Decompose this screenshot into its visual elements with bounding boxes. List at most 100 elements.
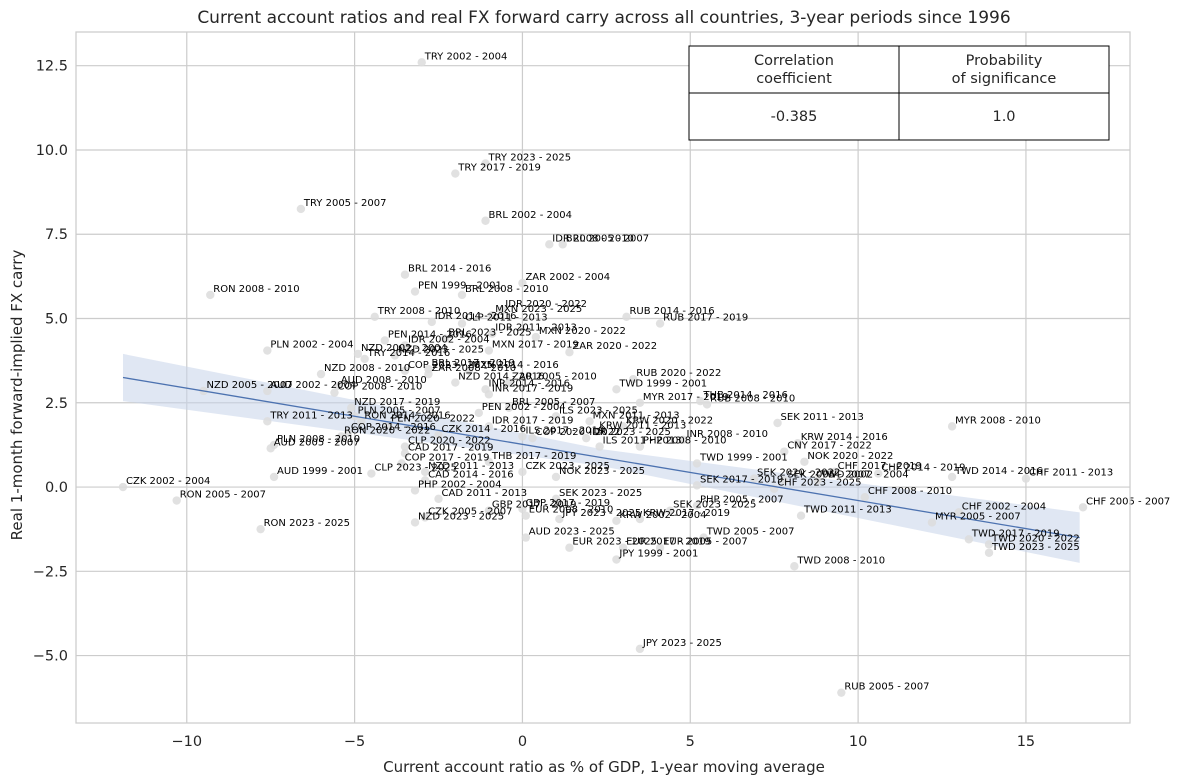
data-point — [790, 562, 799, 571]
data-point — [635, 398, 645, 407]
point-label: EUR 2017 - 2019 — [626, 537, 711, 548]
data-point — [256, 524, 265, 534]
plot-frame — [75, 31, 1131, 724]
data-point — [954, 508, 964, 517]
point-label: KRW 2002 - 2004 — [619, 510, 706, 521]
data-point — [692, 501, 702, 510]
point-label: MYR 2008 - 2010 — [955, 415, 1041, 426]
point-label: CHF 2017 - 2019 — [838, 461, 922, 472]
point-label: GBP 2017 - 2019 — [525, 498, 610, 509]
point-label: ZAR 2008 - 2010 — [431, 363, 516, 374]
data-point — [397, 459, 406, 468]
point-label: TWD 1999 - 2001 — [618, 378, 707, 389]
point-label: BRL 2023 - 2025 — [448, 328, 531, 339]
point-label: THB 2014 - 2016 — [702, 390, 788, 401]
point-label: MXN 2014 - 2016 — [472, 360, 559, 371]
x-tick-label: −5 — [344, 734, 365, 750]
point-label: NZD 2002 - 2004 — [361, 343, 447, 354]
data-point — [333, 381, 343, 391]
point-label: COP 2017 - 2019 — [405, 452, 490, 463]
table-value: -0.385 — [771, 109, 818, 125]
data-point — [400, 270, 410, 279]
point-label: TWD 2020 - 2022 — [991, 533, 1080, 544]
point-label: RUB 2020 - 2022 — [636, 368, 721, 379]
data-point — [360, 354, 369, 364]
data-point — [635, 514, 645, 524]
confidence-band — [122, 353, 1080, 563]
data-point — [498, 305, 507, 315]
point-label: CLP 2020 - 2022 — [408, 436, 491, 447]
tick-labels: −10 −5 0 5 10 15 −5.0 −2.5 0.0 2.5 5.0 7.5 10.0 12.5 — [33, 59, 1035, 750]
y-axis-label: Real 1-month forward-implied FX carry — [8, 250, 26, 541]
point-label: CHF 2002 - 2004 — [962, 501, 1046, 512]
chart-title: Current account ratios and real FX forwa… — [197, 8, 1010, 28]
data-point — [518, 432, 527, 441]
data-point — [629, 374, 638, 384]
data-point — [592, 427, 601, 436]
point-label: NZD 2023 - 2025 — [418, 511, 504, 522]
data-point — [441, 334, 450, 343]
data-point — [484, 506, 494, 515]
point-label: RON 2008 - 2010 — [213, 284, 299, 295]
data-point — [420, 513, 430, 522]
point-label: IDR 2014 - 2016 — [435, 311, 517, 322]
point-label: ZAR 2002 - 2004 — [525, 272, 610, 283]
point-label: TWD 2008 - 2010 — [796, 555, 885, 566]
point-label: RON 2005 - 2007 — [180, 490, 266, 501]
data-point — [927, 518, 937, 527]
point-label: CHF 2023 - 2025 — [777, 478, 861, 489]
point-label: TRY 2011 - 2013 — [269, 410, 353, 421]
point-label: IDR 2023 - 2025 — [589, 427, 671, 438]
point-label: IDR 2017 - 2019 — [492, 415, 574, 426]
point-label: PLN 2008 - 2010 — [277, 434, 360, 445]
point-label: IDR 2008 - 2010 — [552, 233, 634, 244]
point-label: BRL 2005 - 2007 — [512, 397, 595, 408]
y-tick-label: −5.0 — [33, 649, 68, 665]
data-point — [585, 417, 594, 426]
point-label: CHF 2008 - 2010 — [868, 486, 952, 497]
data-point — [457, 290, 467, 300]
data-point — [780, 447, 789, 456]
data-point — [390, 351, 400, 360]
data-point — [984, 540, 994, 549]
data-point — [635, 442, 645, 451]
data-point — [296, 204, 306, 214]
data-point — [555, 514, 564, 524]
point-label: SEK 2023 - 2025 — [673, 500, 756, 511]
data-point — [612, 516, 621, 525]
point-label: IDR 2002 - 2004 — [408, 334, 490, 345]
point-label: NOK 2020 - 2022 — [807, 451, 893, 462]
data-point — [357, 417, 366, 426]
data-point — [813, 476, 823, 485]
point-label: CNY 2017 - 2022 — [787, 441, 872, 452]
grid — [76, 32, 1130, 723]
data-point — [263, 346, 272, 355]
data-point — [400, 442, 410, 451]
data-point — [618, 422, 628, 431]
data-point — [521, 511, 530, 520]
point-label: MXN 2023 - 2025 — [495, 304, 582, 315]
point-label: NZD 2014 - 2016 — [458, 372, 544, 383]
y-tick-label: 7.5 — [45, 227, 68, 243]
data-point — [353, 349, 363, 359]
data-point — [860, 492, 870, 502]
point-label: NZD 2005 - 2007 — [207, 380, 293, 391]
data-point — [367, 469, 376, 478]
data-point — [984, 548, 994, 557]
data-point — [263, 417, 272, 426]
point-label: CZK 2014 - 2016 — [442, 424, 526, 435]
point-label: INR 2008 - 2010 — [687, 429, 768, 440]
point-label: PEN 2002 - 2004 — [482, 402, 566, 413]
point-label: TWD 2017 - 2019 — [971, 528, 1060, 539]
point-label: ILS 2017 - 2019 — [525, 425, 604, 436]
y-tick-label: 10.0 — [36, 143, 68, 159]
data-point — [800, 457, 809, 466]
x-tick-label: 5 — [686, 734, 695, 750]
data-point — [793, 439, 802, 448]
point-label: AUD 1999 - 2001 — [277, 466, 363, 477]
point-label: CHF 2005 - 2007 — [1086, 496, 1170, 507]
data-point — [665, 506, 675, 515]
data-point — [434, 494, 443, 504]
point-label: ILS 2011 - 2013 — [603, 436, 682, 447]
